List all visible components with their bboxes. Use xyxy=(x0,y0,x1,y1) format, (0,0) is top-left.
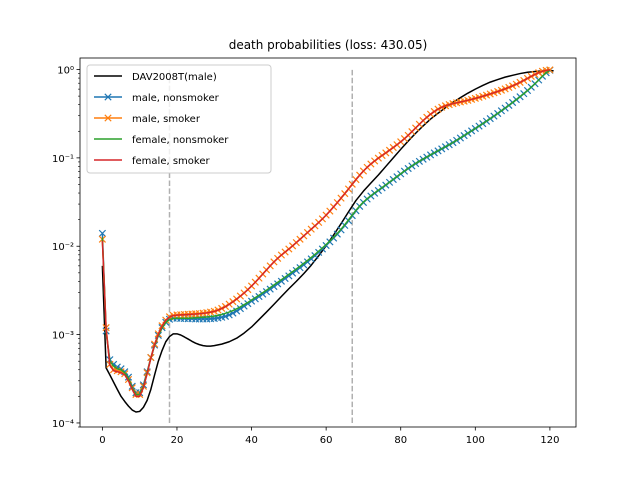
data-point-male-nonsmoker xyxy=(233,307,241,315)
legend: DAV2008T(male) male, nonsmoker male, smoke… xyxy=(86,64,272,174)
data-point-male-nonsmoker xyxy=(98,229,107,237)
y-tick-label: 10⁻³ xyxy=(52,331,74,342)
legend-label-female-nonsmoker: female, nonsmoker xyxy=(132,135,229,146)
x-tick-label: 0 xyxy=(99,435,105,446)
x-tick-label: 100 xyxy=(466,435,485,446)
axes-frame xyxy=(79,57,577,428)
x-tick-label: 120 xyxy=(540,435,559,446)
legend-item-male-smoker: male, smoker xyxy=(94,114,201,125)
y-tick-label: 10⁻¹ xyxy=(52,154,74,165)
series-line-dav2008t-male xyxy=(101,69,554,413)
x-tick-label: 20 xyxy=(171,435,184,446)
legend-item-female-smoker: female, smoker xyxy=(94,156,210,167)
series-female-smoker xyxy=(101,69,550,398)
legend-item-female-nonsmoker: female, nonsmoker xyxy=(94,135,229,146)
x-tick-label: 80 xyxy=(394,435,407,446)
legend-marker-male-smoker xyxy=(104,114,112,122)
series-line-female-smoker xyxy=(101,69,550,398)
y-tick-label: 10⁻² xyxy=(52,242,74,253)
data-point-male-nonsmoker xyxy=(296,264,304,272)
y-tick-label: 10⁻⁴ xyxy=(52,419,74,430)
legend-label-male-smoker: male, smoker xyxy=(132,114,201,125)
legend-label-dav2008t-male: DAV2008T(male) xyxy=(132,72,217,83)
legend-label-female-smoker: female, smoker xyxy=(132,156,210,167)
series-dav2008t-male xyxy=(101,69,554,413)
x-tick-label: 40 xyxy=(245,435,258,446)
x-tick-label: 60 xyxy=(320,435,333,446)
chart-title: death probabilities (loss: 430.05) xyxy=(229,38,428,52)
series-female-nonsmoker xyxy=(101,69,551,396)
legend-box xyxy=(86,64,272,174)
x-axis: 0 20 40 60 80 100 120 xyxy=(99,427,559,446)
plot-area xyxy=(79,57,577,428)
legend-label-male-nonsmoker: male, nonsmoker xyxy=(132,93,220,104)
y-tick-label: 10⁰ xyxy=(57,66,74,77)
series-line-female-nonsmoker xyxy=(101,69,551,396)
y-axis: 10⁻⁴ 10⁻³ 10⁻² 10⁻¹ 10⁰ xyxy=(52,66,80,430)
legend-item-male-nonsmoker: male, nonsmoker xyxy=(94,93,220,104)
series-layer xyxy=(98,66,554,413)
legend-marker-male-nonsmoker xyxy=(104,93,112,101)
legend-item-dav2008t-male: DAV2008T(male) xyxy=(94,72,217,83)
